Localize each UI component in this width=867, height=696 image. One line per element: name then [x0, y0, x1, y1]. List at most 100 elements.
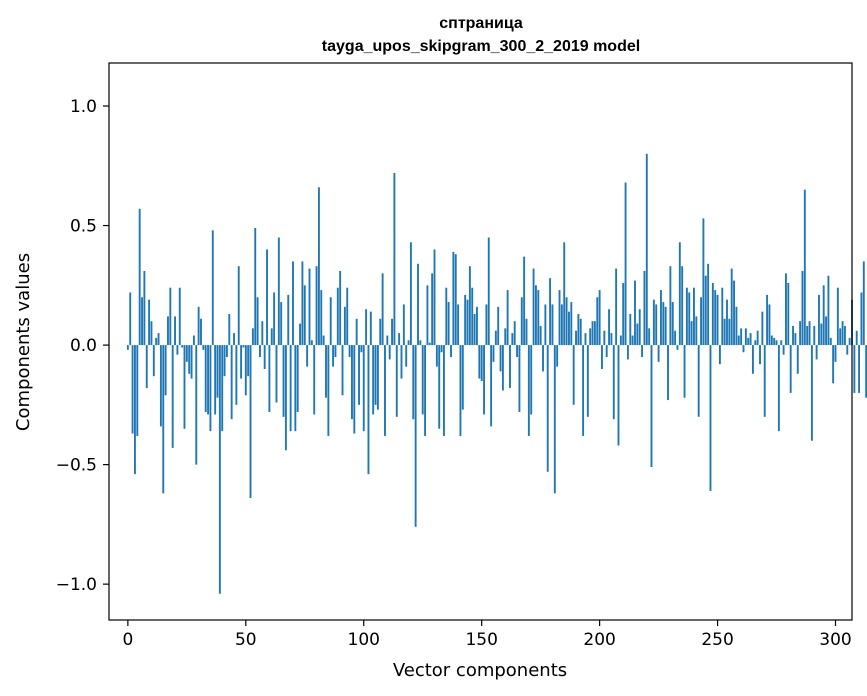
- bar: [702, 218, 705, 346]
- bar: [780, 340, 783, 346]
- bar: [332, 345, 335, 367]
- bar: [273, 292, 276, 346]
- bar: [275, 345, 278, 403]
- bar: [263, 345, 266, 369]
- bar: [740, 328, 743, 346]
- bar: [480, 345, 483, 381]
- bar: [808, 321, 811, 346]
- bar: [428, 342, 431, 346]
- bar: [603, 330, 606, 346]
- bar-series: [126, 153, 867, 594]
- bar: [492, 345, 495, 362]
- bar: [596, 297, 599, 346]
- bar: [723, 318, 726, 346]
- bar: [582, 345, 585, 436]
- bar: [516, 345, 519, 358]
- bar: [742, 345, 745, 353]
- x-axis-label: Vector components: [393, 660, 567, 681]
- bar: [770, 335, 773, 346]
- bar: [662, 302, 665, 346]
- bar: [688, 292, 691, 346]
- bar: [711, 282, 714, 346]
- bar: [626, 345, 629, 360]
- bar: [155, 337, 158, 346]
- bar: [336, 287, 339, 346]
- bar: [289, 345, 292, 432]
- bar: [379, 318, 382, 346]
- bar: [412, 345, 415, 420]
- bar: [709, 345, 712, 491]
- bar: [478, 345, 481, 379]
- bar: [237, 266, 240, 346]
- bar: [747, 337, 750, 346]
- bar: [579, 318, 582, 346]
- bar: [777, 345, 780, 432]
- bar: [843, 325, 846, 346]
- bar: [185, 345, 188, 362]
- bar: [315, 266, 318, 346]
- bar: [466, 299, 469, 346]
- y-tick-label: 0.5: [70, 217, 97, 237]
- bar: [299, 323, 301, 346]
- bar: [395, 345, 398, 417]
- x-axis-ticks: 0 50 100 150 200 250 300: [122, 620, 852, 650]
- bar: [513, 321, 516, 346]
- bar: [638, 309, 641, 346]
- bar: [546, 345, 549, 472]
- bar: [195, 345, 198, 465]
- bar: [591, 321, 594, 346]
- bar: [400, 345, 403, 379]
- bar: [801, 270, 804, 346]
- bar: [464, 294, 467, 346]
- bar: [525, 318, 528, 346]
- bar: [511, 333, 514, 346]
- bar: [848, 337, 851, 346]
- x-tick-label: 200: [583, 630, 615, 650]
- bar: [534, 285, 537, 346]
- bar: [164, 345, 167, 396]
- bar: [424, 345, 427, 436]
- bar: [678, 242, 681, 346]
- bar: [261, 321, 264, 346]
- bar: [294, 345, 297, 432]
- bar: [818, 294, 820, 346]
- bar: [584, 333, 587, 346]
- bar: [445, 287, 448, 346]
- bar: [822, 285, 825, 346]
- bar: [150, 321, 153, 346]
- bar: [683, 345, 686, 398]
- bar: [497, 306, 500, 346]
- bar: [853, 345, 856, 393]
- y-tick-label: −1.0: [56, 575, 97, 595]
- bar: [589, 328, 592, 346]
- x-tick-label: 150: [465, 630, 497, 650]
- bar: [384, 345, 386, 436]
- bar: [501, 345, 504, 391]
- bar: [218, 345, 221, 594]
- bar: [487, 237, 490, 346]
- bar: [431, 273, 434, 346]
- bar: [641, 345, 644, 358]
- y-tick-label: 0.0: [70, 336, 97, 356]
- bar: [438, 345, 441, 429]
- bar: [815, 345, 818, 360]
- bar: [223, 345, 226, 377]
- bar: [787, 282, 790, 346]
- bar: [310, 340, 313, 346]
- bar: [827, 275, 830, 346]
- bar: [619, 335, 622, 346]
- bar: [520, 297, 523, 346]
- bar: [308, 268, 311, 346]
- bar: [575, 330, 577, 346]
- bar: [615, 268, 618, 346]
- x-tick-label: 50: [235, 630, 257, 650]
- bar: [527, 345, 530, 436]
- bar: [242, 345, 245, 348]
- bar: [636, 323, 639, 346]
- bar: [233, 333, 235, 346]
- bar: [306, 345, 309, 367]
- bar: [728, 318, 731, 346]
- bar: [624, 182, 627, 346]
- bar: [803, 189, 806, 346]
- bar: [563, 242, 566, 346]
